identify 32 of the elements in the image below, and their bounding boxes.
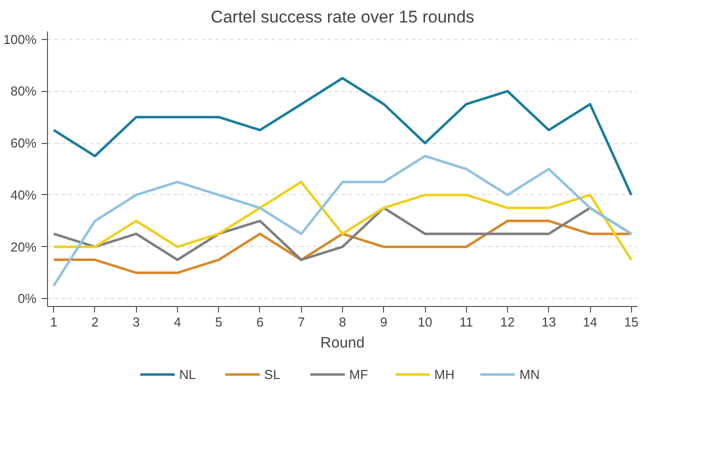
y-tick-label: 60% [10,136,37,151]
legend-label: MN [520,366,540,382]
x-tick-label: 6 [256,314,264,330]
line-series [52,180,633,262]
line-series [52,76,633,196]
legend-label: MF [349,366,370,382]
x-tick-label: 11 [460,314,474,330]
x-tick-label: 10 [418,314,432,330]
y-tick-label: 40% [10,187,37,202]
x-tick-label: 2 [91,314,99,330]
x-tick-label: 8 [338,314,346,330]
x-tick-label: 13 [542,314,556,330]
x-tick-label: 15 [624,314,639,330]
line-series [52,220,633,274]
y-tick-label: 80% [10,84,37,99]
x-tick-label: 9 [380,314,388,330]
y-tick-label: 20% [10,239,37,254]
x-tick-label: 12 [500,314,515,330]
line-series [52,154,633,287]
x-tick-label: 1 [50,314,58,330]
x-tick-label: 7 [298,314,305,330]
x-tick-label: 4 [174,314,182,330]
legend-label: MH [434,366,454,382]
legend-label: SL [264,366,282,382]
chart-title: Cartel success rate over 15 rounds [210,8,474,26]
x-tick-label: 14 [582,314,598,330]
legend-label: NL [179,366,197,382]
y-tick-label: 100% [3,32,37,47]
x-axis-title: Round [320,334,365,352]
y-tick-label: 0% [18,291,37,306]
x-tick-label: 3 [132,314,140,330]
x-tick-label: 5 [215,314,222,330]
